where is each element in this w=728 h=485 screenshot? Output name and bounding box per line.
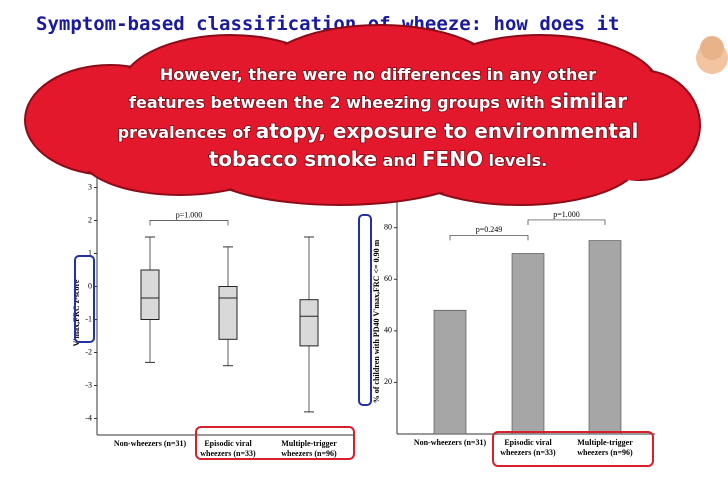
y-tick-label: -3 xyxy=(85,380,92,389)
x-tick-label: Episodic viral xyxy=(204,439,252,448)
bar xyxy=(588,240,622,435)
x-tick-label: wheezers (n=33) xyxy=(500,448,556,457)
callout-line: features between the 2 wheezing groups w… xyxy=(129,89,627,113)
callout-segment: However, there were no differences in an… xyxy=(160,65,596,84)
callout-segment: atopy, exposure to environmental xyxy=(256,119,639,143)
bar xyxy=(511,253,545,435)
y-tick-label: 60 xyxy=(384,274,392,283)
y-tick-label: 2 xyxy=(88,215,92,224)
annotation: p=1.000 xyxy=(553,210,580,219)
y-tick-label: 20 xyxy=(384,377,392,386)
bracket xyxy=(449,235,529,241)
highlight-box xyxy=(195,426,355,460)
y-axis-label: V'max,FRC z-score xyxy=(72,279,81,346)
callout-segment: FENO xyxy=(422,147,483,171)
highlight-box xyxy=(358,214,372,406)
callout-segment: features between the 2 wheezing groups w… xyxy=(129,93,550,112)
y-axis-label: % of children with PD40 V'max,FRC <= 0.9… xyxy=(372,239,381,403)
x-tick-label: Non-wheezers (n=31) xyxy=(114,439,187,448)
photo xyxy=(696,36,728,74)
callout-segment: similar xyxy=(550,89,627,113)
bracket xyxy=(149,220,229,226)
box xyxy=(299,299,319,347)
y-tick-label: -2 xyxy=(85,347,92,356)
y-tick-label: 80 xyxy=(384,223,392,232)
x-tick-label: Multiple-trigger xyxy=(281,439,337,448)
x-tick-label: Non-wheezers (n=31) xyxy=(414,438,487,447)
callout-segment: tobacco smoke xyxy=(209,147,377,171)
callout-text: However, there were no differences in an… xyxy=(117,64,639,172)
y-tick-label: 0 xyxy=(88,281,92,290)
x-tick-label: wheezers (n=96) xyxy=(281,449,337,458)
callout-line: tobacco smoke and FENO levels. xyxy=(209,147,547,171)
x-tick-label: Episodic viral xyxy=(504,438,552,447)
annotation: p=1.000 xyxy=(176,210,203,219)
x-tick-label: wheezers (n=96) xyxy=(577,448,633,457)
highlight-box xyxy=(74,255,95,343)
x-tick-label: Multiple-trigger xyxy=(577,438,633,447)
callout-fill xyxy=(27,27,698,203)
highlight-box xyxy=(492,431,654,467)
y-tick-label: 1 xyxy=(88,248,92,257)
y-tick-label: 40 xyxy=(384,326,392,335)
bracket xyxy=(527,219,606,225)
callout-line: However, there were no differences in an… xyxy=(160,65,596,84)
callout-segment: prevalences of xyxy=(118,123,256,142)
box xyxy=(140,269,160,320)
charts: -4 -3 -2 -1 0 1 2 3 V'max,FRC z-score Non-wheezer… xyxy=(72,171,655,458)
bar xyxy=(433,309,467,435)
callout-line: prevalences of atopy, exposure to enviro… xyxy=(118,119,639,143)
box xyxy=(218,286,238,340)
annotation: p=0.249 xyxy=(476,225,503,234)
slide-title: Symptom-based classification of wheeze: … xyxy=(36,13,619,35)
y-tick-label: -1 xyxy=(85,314,92,323)
x-tick-label: wheezers (n=33) xyxy=(200,449,256,458)
y-tick-label: -4 xyxy=(85,413,92,422)
y-tick-label: 3 xyxy=(88,182,92,191)
callout-segment: and xyxy=(377,151,422,170)
callout-segment: levels. xyxy=(483,151,547,170)
